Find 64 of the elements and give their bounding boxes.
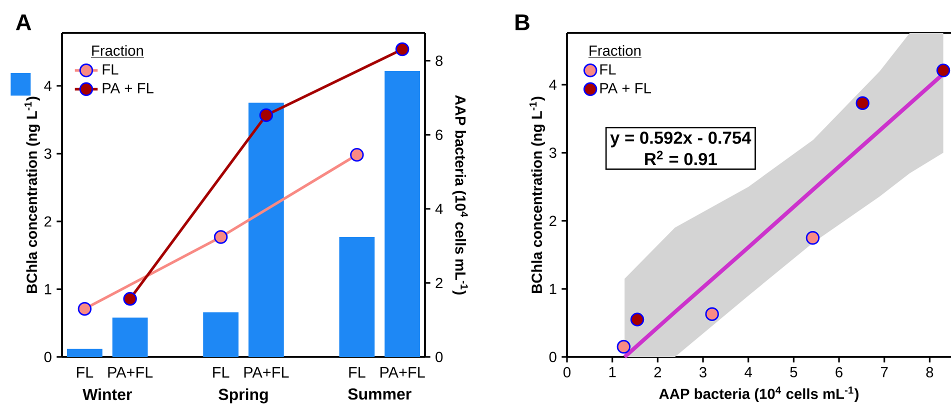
- x-tick-label: FL: [349, 367, 366, 378]
- annotation: R$^{2}$ = 0.91: [645, 150, 717, 166]
- point: [616, 340, 631, 354]
- legend-label: PA + FL: [102, 83, 154, 94]
- legend-label: FL: [102, 64, 118, 74]
- point: [395, 42, 410, 56]
- text: Summer: [348, 388, 412, 400]
- bar: [112, 318, 148, 357]
- x-tick-label: 3: [699, 367, 706, 378]
- y2-axis-title: AAP bacteria (10$^{4}$ cells mL$^{-1}$): [452, 95, 468, 294]
- x-tick-label: 2: [654, 367, 662, 378]
- point: [259, 108, 274, 122]
- point: [705, 307, 719, 321]
- y-tick-label: 0: [44, 352, 52, 362]
- y-tick-label: 1: [550, 284, 556, 294]
- text: A: [16, 14, 32, 30]
- x-tick-label: PA+FL: [380, 367, 425, 378]
- point: [350, 148, 364, 162]
- y-tick-label: 2: [550, 216, 556, 226]
- y-tick-label: 3: [549, 148, 556, 158]
- x-tick-label: FL: [77, 367, 94, 378]
- point: [123, 292, 137, 306]
- y2-tick-label: 8: [436, 56, 443, 66]
- text: Winter: [82, 388, 132, 400]
- x-tick-label: 4: [744, 367, 752, 378]
- x-tick-label: PA+FL: [244, 367, 289, 378]
- bar: [248, 102, 284, 357]
- y-tick-label: 4: [549, 80, 557, 90]
- annotation: y = 0.592x - 0.754: [610, 132, 752, 148]
- y2-tick-label: 0: [436, 352, 443, 362]
- bar: [203, 312, 239, 357]
- bar: [339, 237, 375, 357]
- point: [630, 312, 644, 326]
- x-tick-label: 8: [926, 367, 934, 378]
- text: B: [516, 14, 530, 30]
- x-tick-label: 0: [563, 367, 570, 378]
- x-axis-title: AAP bacteria (10$^{4}$ cells mL$^{-1}$): [659, 386, 858, 402]
- legend-title: Fraction: [590, 45, 640, 56]
- x-tick-label: 1: [609, 367, 616, 378]
- y-axis-title: BChla concentration (ng L$^{-1}$): [24, 96, 40, 294]
- y-tick-label: 4: [44, 80, 52, 91]
- text: Spring: [218, 388, 268, 404]
- y-tick-label: 1: [44, 284, 52, 294]
- y-axis-title: BChla concentration (ng L$^{-1}$): [530, 96, 545, 294]
- bar: [384, 70, 420, 357]
- point: [78, 302, 92, 316]
- y2-tick-label: 2: [436, 278, 442, 288]
- legend-title: Fraction: [92, 45, 143, 56]
- x-tick-label: PA+FL: [108, 367, 153, 378]
- y2-tick-label: 6: [436, 130, 443, 140]
- point: [806, 231, 820, 245]
- y-tick-label: 0: [549, 352, 556, 362]
- x-tick-label: 6: [836, 367, 842, 378]
- legend-label: FL: [600, 64, 616, 74]
- legend-label: PA + FL: [600, 83, 651, 94]
- x-tick-label: 7: [881, 367, 888, 378]
- y-tick-label: 3: [44, 148, 52, 159]
- point: [856, 96, 870, 110]
- point: [214, 230, 228, 244]
- y-tick-label: 2: [44, 216, 52, 227]
- bar: [66, 348, 102, 357]
- x-tick-label: 5: [790, 367, 798, 378]
- y2-tick-label: 4: [435, 204, 443, 214]
- x-tick-label: FL: [213, 367, 230, 378]
